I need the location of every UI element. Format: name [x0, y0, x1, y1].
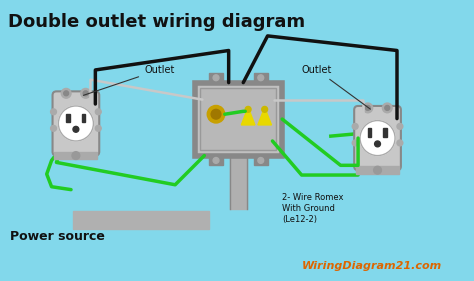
Bar: [229, 156, 247, 209]
Circle shape: [95, 109, 101, 115]
Circle shape: [258, 75, 264, 81]
Bar: [254, 156, 268, 165]
Circle shape: [245, 106, 251, 112]
FancyBboxPatch shape: [354, 106, 401, 170]
Circle shape: [374, 141, 381, 147]
Circle shape: [258, 158, 264, 163]
FancyBboxPatch shape: [356, 166, 399, 174]
Circle shape: [51, 109, 56, 115]
Circle shape: [64, 91, 69, 96]
Text: Outlet: Outlet: [301, 65, 371, 109]
Circle shape: [81, 89, 91, 98]
Bar: [254, 73, 268, 83]
Circle shape: [397, 123, 403, 129]
Polygon shape: [258, 107, 272, 125]
Circle shape: [262, 106, 268, 112]
Bar: [383, 128, 387, 137]
Bar: [201, 89, 276, 150]
Circle shape: [207, 105, 225, 123]
Text: Outlet: Outlet: [83, 65, 174, 95]
Bar: [195, 83, 282, 156]
Circle shape: [72, 152, 80, 160]
Circle shape: [383, 103, 392, 113]
Circle shape: [385, 105, 390, 110]
FancyBboxPatch shape: [55, 152, 97, 160]
Text: WiringDiagram21.com: WiringDiagram21.com: [301, 261, 442, 271]
Circle shape: [211, 109, 221, 119]
FancyBboxPatch shape: [53, 91, 99, 156]
Bar: [66, 114, 70, 123]
Circle shape: [73, 126, 79, 132]
Bar: [209, 73, 223, 83]
Text: Power source: Power source: [10, 230, 105, 243]
Circle shape: [61, 89, 71, 98]
Circle shape: [365, 105, 370, 110]
Circle shape: [352, 123, 358, 129]
Circle shape: [95, 125, 101, 131]
Bar: [209, 156, 223, 165]
Circle shape: [213, 75, 219, 81]
Bar: [368, 128, 371, 137]
Circle shape: [374, 166, 382, 174]
Circle shape: [352, 140, 358, 146]
Circle shape: [83, 91, 88, 96]
Circle shape: [363, 103, 373, 113]
Polygon shape: [241, 107, 255, 125]
Circle shape: [213, 158, 219, 163]
Circle shape: [360, 121, 395, 156]
Circle shape: [397, 140, 403, 146]
Bar: [82, 114, 85, 123]
Circle shape: [51, 125, 56, 131]
Text: Double outlet wiring diagram: Double outlet wiring diagram: [8, 13, 305, 31]
Bar: [73, 211, 209, 228]
Text: 2- Wire Romex
With Ground
(Le12-2): 2- Wire Romex With Ground (Le12-2): [282, 192, 344, 224]
Circle shape: [58, 106, 93, 141]
